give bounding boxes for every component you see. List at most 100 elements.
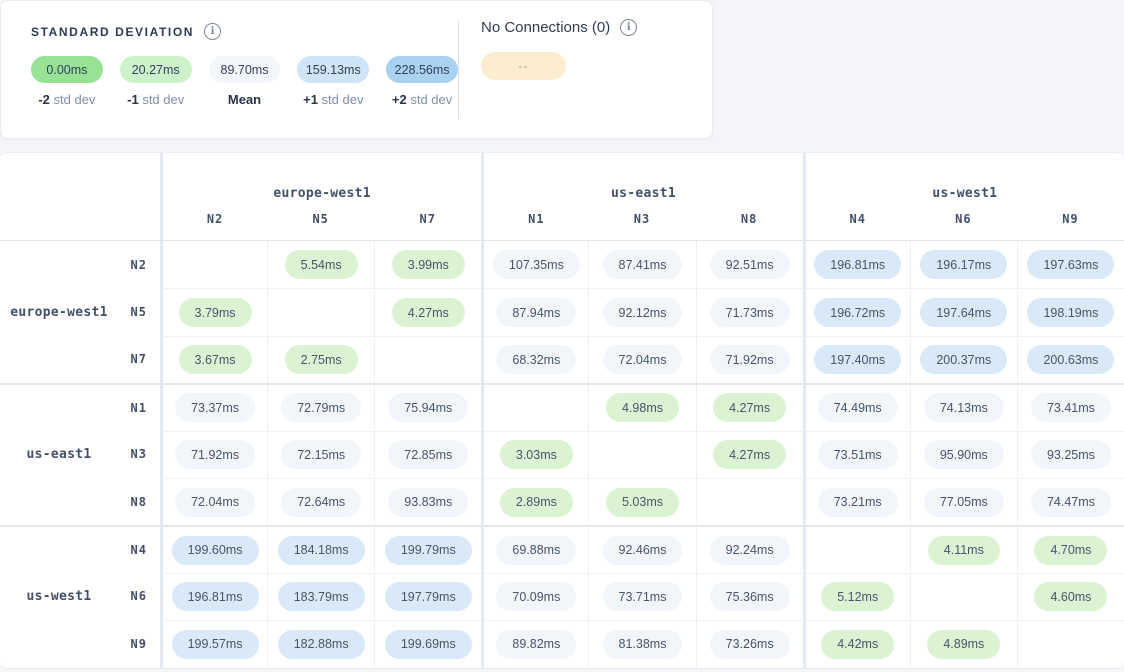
latency-cell: [267, 288, 375, 336]
latency-cell: 4.98ms: [588, 383, 696, 431]
latency-cell: 72.79ms: [267, 383, 375, 431]
latency-value-pill: 3.67ms: [178, 345, 252, 375]
latency-cell: 184.18ms: [267, 525, 375, 573]
latency-value-pill: 89.82ms: [496, 629, 577, 659]
latency-cell: 89.82ms: [481, 620, 589, 668]
latency-value-pill: 72.64ms: [281, 487, 362, 517]
column-node-header: N9: [1016, 210, 1124, 241]
latency-cell: 4.27ms: [695, 430, 803, 478]
latency-cell: 95.90ms: [909, 430, 1017, 478]
latency-cell: 5.03ms: [588, 477, 696, 526]
legend-pill: 20.27ms: [119, 56, 192, 83]
info-icon[interactable]: i: [620, 19, 638, 36]
latency-value-pill: 4.11ms: [927, 535, 1000, 565]
latency-cell: 199.69ms: [374, 620, 482, 668]
row-label-cell: us-west1 N6: [0, 573, 160, 620]
matrix-corner-cell: [0, 153, 160, 241]
latency-cell: 72.85ms: [374, 430, 482, 478]
latency-cell: 92.51ms: [695, 241, 803, 289]
latency-cell: 196.81ms: [802, 241, 910, 289]
latency-value-pill: 93.25ms: [1030, 440, 1111, 470]
latency-matrix-panel: europe-west1 N2 N5 N7 us-east1 N1 N3 N8 us-west1…: [0, 152, 1124, 669]
latency-cell: 92.12ms: [588, 288, 696, 336]
latency-cell: 73.41ms: [1016, 383, 1124, 431]
std-dev-title: STANDARD DEVIATION: [31, 24, 195, 39]
latency-value-pill: 73.37ms: [175, 393, 256, 423]
latency-value-pill: 92.12ms: [602, 298, 683, 328]
std-dev-section: STANDARD DEVIATION i 0.00ms 20.27ms 89.70m…: [1, 1, 458, 138]
legend-label-bold: +2: [391, 92, 407, 107]
latency-cell: 4.27ms: [374, 288, 482, 336]
latency-value-pill: 200.63ms: [1027, 345, 1115, 375]
latency-value-pill: 197.40ms: [814, 345, 902, 375]
latency-cell: 200.37ms: [909, 335, 1017, 384]
latency-value-pill: 74.49ms: [817, 393, 898, 423]
latency-cell: [481, 383, 589, 431]
latency-value-pill: 73.21ms: [817, 487, 898, 517]
latency-value-pill: 4.27ms: [713, 440, 787, 470]
latency-value-pill: 70.09ms: [496, 582, 577, 612]
legend-divider: [458, 21, 459, 119]
latency-cell: 199.60ms: [160, 525, 268, 573]
latency-value-pill: 2.89ms: [499, 487, 573, 517]
latency-value-pill: 199.79ms: [384, 535, 472, 565]
latency-value-pill: 72.04ms: [175, 487, 256, 517]
latency-value-pill: 71.73ms: [709, 298, 790, 328]
latency-value-pill: 74.13ms: [923, 393, 1004, 423]
column-node-header: N6: [909, 210, 1017, 241]
latency-value-pill: 4.89ms: [927, 629, 1001, 659]
latency-cell: 4.70ms: [1016, 525, 1124, 573]
latency-value-pill: 5.12ms: [821, 582, 895, 612]
latency-value-pill: 72.79ms: [281, 393, 362, 423]
latency-cell: 4.60ms: [1016, 572, 1124, 621]
legend-pill: 228.56ms: [386, 56, 458, 83]
latency-cell: 74.13ms: [909, 383, 1017, 431]
latency-cell: 73.37ms: [160, 383, 268, 431]
latency-cell: 198.19ms: [1016, 288, 1124, 336]
latency-cell: 74.47ms: [1016, 477, 1124, 526]
row-node-label: N4: [130, 543, 147, 558]
latency-value-pill: 3.99ms: [391, 250, 465, 280]
column-region-header: europe-west1: [160, 153, 481, 210]
latency-value-pill: 3.79ms: [178, 298, 252, 328]
legend-pill: 0.00ms: [31, 56, 103, 83]
latency-cell: 199.79ms: [374, 525, 482, 573]
latency-cell: [374, 335, 482, 384]
latency-value-pill: 93.83ms: [388, 487, 469, 517]
latency-cell: 70.09ms: [481, 572, 589, 621]
legend-label-bold: Mean: [227, 92, 262, 107]
latency-cell: 72.04ms: [160, 477, 268, 526]
legend-pill-label: -1 std dev: [120, 92, 192, 107]
latency-cell: 5.54ms: [267, 241, 374, 289]
latency-cell: 182.88ms: [267, 620, 375, 668]
latency-cell: 3.79ms: [160, 288, 268, 336]
legend-label-bold: -2: [38, 92, 50, 107]
latency-cell: 197.64ms: [909, 288, 1017, 336]
latency-cell: 71.92ms: [695, 335, 803, 384]
column-node-header: N3: [588, 210, 696, 241]
latency-cell: 69.88ms: [481, 525, 589, 573]
latency-value-pill: 4.60ms: [1034, 582, 1108, 612]
latency-value-pill: 5.54ms: [284, 250, 358, 280]
latency-value-pill: 183.79ms: [277, 582, 365, 612]
latency-value-pill: 196.81ms: [814, 250, 902, 280]
legend-label-rest: std dev: [317, 92, 364, 107]
latency-value-pill: 73.41ms: [1030, 393, 1111, 423]
latency-cell: [695, 477, 803, 526]
latency-cell: 75.94ms: [374, 383, 482, 431]
latency-value-pill: 92.46ms: [602, 535, 683, 565]
latency-value-pill: 71.92ms: [175, 440, 256, 470]
latency-value-pill: 199.57ms: [171, 629, 259, 659]
latency-value-pill: 75.36ms: [709, 582, 790, 612]
latency-value-pill: 95.90ms: [923, 440, 1004, 470]
row-label-cell: us-east1 N3: [0, 431, 160, 478]
latency-cell: [160, 241, 267, 289]
row-label-cell: N4: [0, 525, 160, 572]
row-node-label: N3: [130, 447, 147, 462]
latency-cell: 199.57ms: [160, 620, 268, 668]
info-icon[interactable]: i: [204, 23, 222, 40]
legend-card: STANDARD DEVIATION i 0.00ms 20.27ms 89.70m…: [0, 0, 713, 139]
latency-value-pill: 197.63ms: [1027, 250, 1115, 280]
matrix-grid: europe-west1 N2 N5 N7 us-east1 N1 N3 N8 us-west1…: [0, 153, 1124, 668]
latency-value-pill: 200.37ms: [920, 345, 1008, 375]
